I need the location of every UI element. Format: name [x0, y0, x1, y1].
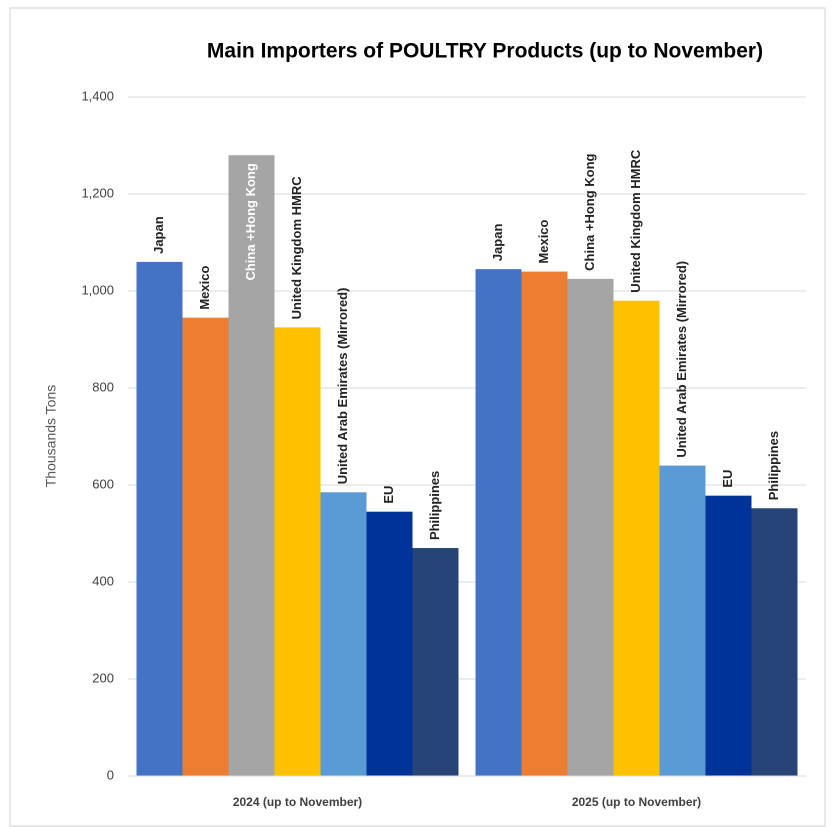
x-tick-label: 2024 (up to November): [233, 795, 362, 809]
bar-label: Philippines: [766, 431, 781, 500]
bar-label: EU: [720, 470, 735, 488]
bar-label: Japan: [151, 216, 166, 254]
bar: [228, 155, 275, 776]
bar-label: Mexico: [536, 219, 551, 263]
bar: [320, 492, 367, 776]
bar: [475, 269, 522, 776]
bar-label: United Kingdom HMRC: [289, 176, 304, 320]
bar: [659, 465, 706, 776]
bar: [366, 511, 413, 776]
x-tick-label: 2025 (up to November): [572, 795, 701, 809]
bar: [182, 317, 229, 776]
bar-label: United Kingdom HMRC: [628, 149, 643, 293]
bar-label: United Arab Emirates (Mirrored): [674, 261, 689, 458]
bar-label: Mexico: [197, 266, 212, 310]
y-tick-label: 1,200: [81, 185, 114, 200]
y-tick-label: 400: [92, 573, 114, 588]
bar-label: United Arab Emirates (Mirrored): [335, 288, 350, 485]
bar-label: China +Hong Kong: [243, 163, 258, 280]
bar-label: China +Hong Kong: [582, 153, 597, 270]
y-tick-label: 800: [92, 379, 114, 394]
bar-label: Japan: [490, 224, 505, 262]
bar: [613, 300, 660, 776]
bar: [521, 271, 568, 776]
bar: [751, 508, 798, 776]
y-tick-label: 1,000: [81, 282, 114, 297]
y-tick-label: 600: [92, 476, 114, 491]
y-tick-label: 200: [92, 670, 114, 685]
bar: [567, 278, 614, 776]
y-tick-label: 0: [107, 767, 114, 782]
chart-title: Main Importers of POULTRY Products (up t…: [207, 40, 763, 63]
bar: [274, 327, 321, 776]
bar: [705, 495, 752, 776]
y-axis-label: Thousands Tons: [43, 385, 59, 487]
bar: [136, 261, 183, 776]
y-tick-label: 1,400: [81, 88, 114, 103]
bar-label: Philippines: [427, 471, 442, 540]
bar-label: EU: [381, 486, 396, 504]
bar: [412, 548, 459, 776]
